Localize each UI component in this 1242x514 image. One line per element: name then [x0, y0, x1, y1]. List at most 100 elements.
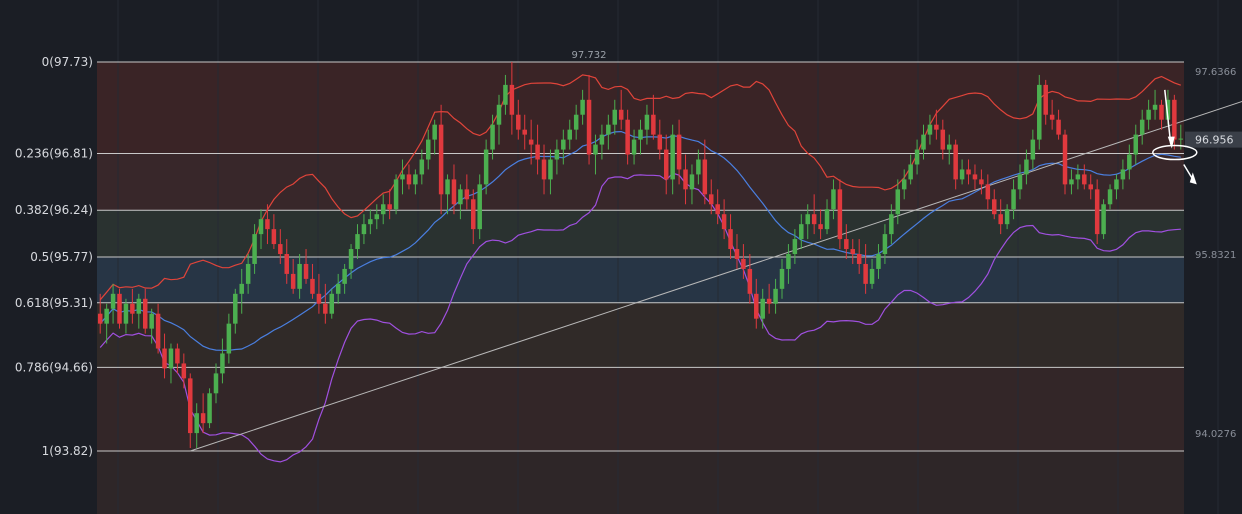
candle-body — [1146, 109, 1151, 120]
candle-body — [509, 84, 515, 115]
candle-body — [213, 373, 219, 394]
candle-body — [445, 179, 450, 195]
candle-body — [284, 254, 289, 274]
candle-body — [786, 254, 791, 269]
candle-body — [348, 249, 354, 269]
price-label: 97.6366 — [1195, 67, 1236, 78]
candle-body — [368, 219, 373, 225]
fib-label: 0.618(95.31) — [15, 296, 93, 310]
candle-body — [657, 134, 663, 150]
candle-body — [181, 363, 187, 379]
candle-body — [1011, 189, 1016, 210]
candle-body — [972, 174, 978, 180]
candle-body — [908, 164, 913, 180]
candle-body — [123, 303, 129, 324]
candle-body — [471, 199, 476, 230]
candle-body — [927, 124, 933, 135]
candle-body — [702, 159, 708, 195]
candle-body — [586, 99, 592, 155]
candle-body — [979, 179, 984, 185]
candle-body — [194, 413, 199, 434]
candle-body — [554, 149, 560, 160]
arrow-down-shaft — [1164, 89, 1172, 145]
candle-body — [869, 268, 875, 284]
candle-body — [921, 134, 926, 150]
candle-body — [1024, 159, 1029, 175]
candle-body — [233, 293, 238, 324]
candle-body — [1037, 84, 1042, 140]
candle-body — [149, 313, 154, 329]
fib-band-below — [97, 451, 1184, 514]
candle-body — [425, 139, 431, 160]
candle-body — [400, 174, 405, 180]
candle-body — [226, 323, 232, 354]
candle-body — [837, 189, 843, 240]
candle-body — [245, 263, 251, 284]
marker-ellipse — [1152, 144, 1198, 161]
candle-body — [451, 179, 457, 205]
candle-body — [985, 184, 991, 200]
candle-body — [342, 268, 347, 284]
candle-body — [1049, 114, 1055, 120]
candle-body — [1133, 134, 1139, 155]
fib-band — [97, 367, 1184, 451]
candle-body — [824, 209, 830, 230]
fib-band — [97, 153, 1184, 211]
candle-body — [709, 194, 714, 205]
candle-body — [856, 254, 862, 264]
candle-body — [355, 234, 360, 250]
candle-body — [406, 174, 412, 185]
candle-body — [953, 144, 958, 180]
candle-body — [380, 204, 386, 215]
candle-body — [464, 189, 470, 200]
candles — [97, 62, 1184, 449]
annotations: 97.732 96.956 — [572, 50, 1242, 185]
candle-body — [271, 229, 277, 245]
candle-body — [323, 303, 328, 314]
trend-line-group — [190, 100, 1242, 452]
candle-body — [940, 129, 946, 150]
candle-body — [490, 124, 495, 150]
candle-body — [805, 214, 810, 225]
candle-body — [1082, 174, 1087, 185]
candle-body — [625, 119, 630, 155]
candle-body — [1101, 204, 1106, 235]
candle-body — [265, 219, 270, 230]
candle-body — [1075, 174, 1081, 180]
candle-body — [863, 263, 868, 284]
candle-body — [721, 214, 727, 230]
candle-body — [946, 144, 952, 150]
candle-body — [522, 129, 527, 135]
candle-body — [651, 114, 656, 135]
candle-body — [130, 303, 135, 314]
candle-body — [310, 278, 315, 294]
candle-body — [760, 298, 765, 319]
candle-body — [374, 214, 380, 220]
candle-body — [779, 268, 785, 289]
candle-body — [548, 159, 553, 180]
candle-body — [419, 159, 425, 175]
candle-body — [1069, 179, 1074, 185]
candle-body — [992, 199, 997, 215]
candle-body — [1030, 139, 1036, 160]
candle-body — [773, 288, 778, 304]
fib-band — [97, 256, 1184, 303]
candle-body — [696, 159, 701, 175]
candle-body — [599, 134, 605, 145]
candle-body — [1165, 99, 1171, 120]
candle-body — [1062, 134, 1068, 185]
current-price-label: 96.956 — [1195, 134, 1234, 147]
candle-body — [387, 204, 392, 210]
candle-body — [844, 239, 849, 250]
candle-body — [303, 263, 309, 279]
candle-body — [1088, 184, 1093, 190]
candle-body — [1172, 99, 1177, 140]
candle-body — [644, 114, 650, 130]
candle-body — [516, 114, 521, 130]
candle-body — [136, 298, 142, 314]
high-price-label: 97.732 — [572, 50, 607, 61]
candle-body — [734, 249, 740, 259]
candle-body — [811, 214, 817, 225]
candle-body — [831, 189, 836, 210]
